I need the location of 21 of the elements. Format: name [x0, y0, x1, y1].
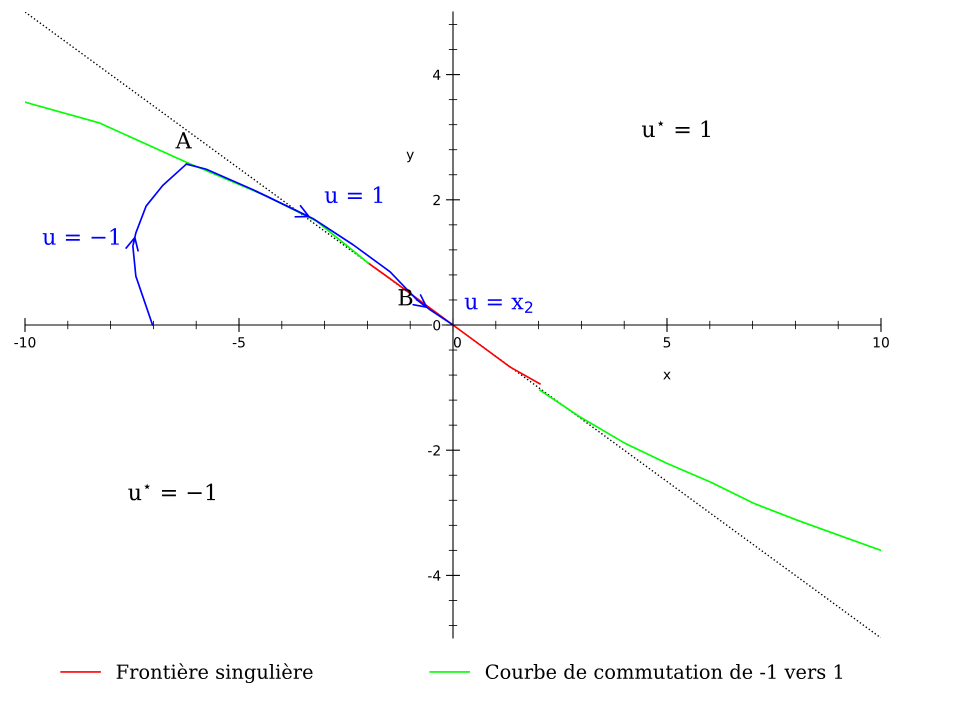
legend-label: u = 1: [324, 186, 382, 204]
series-label: u = −1: [42, 228, 119, 245]
legend-label: Frontière singulière: [116, 663, 313, 684]
x-tick-label: -5: [232, 337, 245, 348]
y-tick-label: 2: [433, 194, 440, 206]
annotation: u$^{⋆}$ = −1: [128, 484, 215, 500]
x-tick-label: 10: [874, 337, 889, 348]
legend-label: Courbe de commutation de -1 vers 1: [486, 664, 842, 680]
legend-label: u = x$_{2}$: [464, 298, 532, 313]
x-tick-label: 5: [664, 337, 670, 348]
x-tick-label: -10: [14, 337, 36, 348]
x-tick-label: 0: [454, 337, 461, 348]
y-tick-label: 0: [433, 320, 440, 330]
annotation: u$^{⋆}$ = 1: [642, 120, 710, 138]
y-tick-label: -4: [428, 570, 440, 581]
y-tick-label: 4: [433, 70, 440, 80]
annotation: A: [175, 132, 192, 148]
y-tick-label: -2: [428, 445, 440, 456]
annotation: B: [398, 289, 412, 306]
y-axis-title: y: [406, 152, 414, 162]
x-axis-title: x: [663, 372, 671, 380]
